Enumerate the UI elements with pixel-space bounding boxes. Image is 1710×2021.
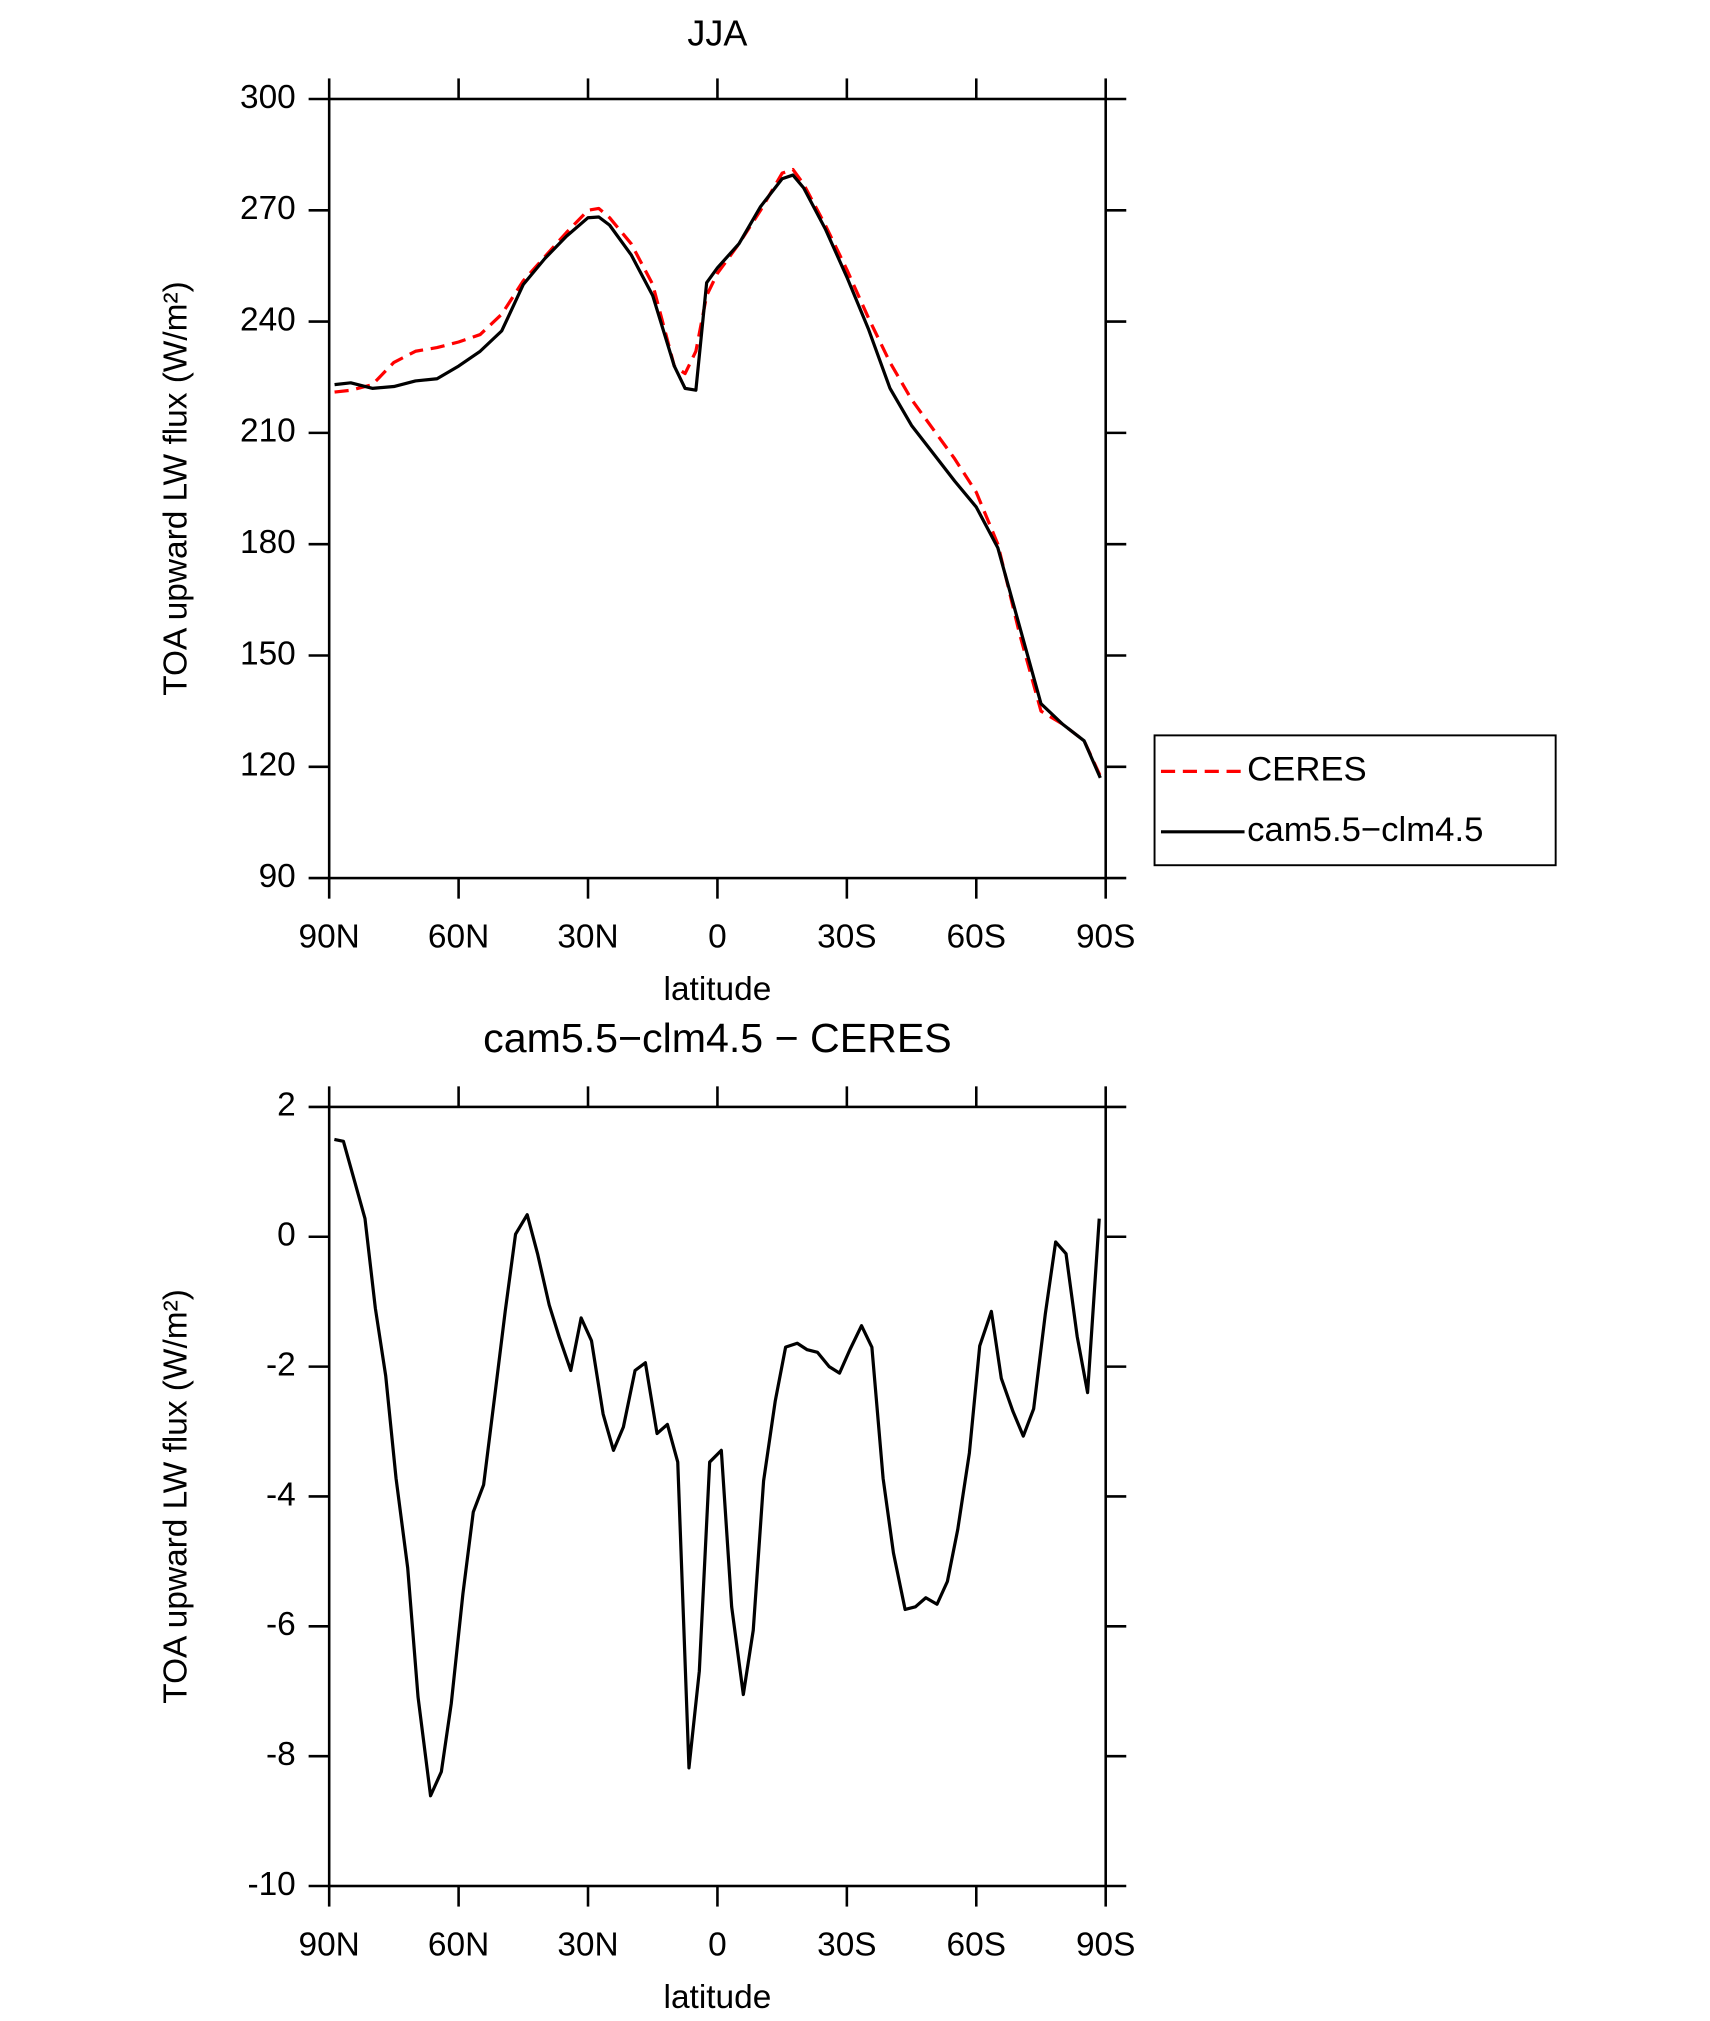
data-line (334, 173, 1102, 779)
x-tick-label: 0 (708, 918, 727, 955)
x-axis-label: latitude (664, 1979, 772, 2016)
x-tick-label: 30N (557, 1926, 618, 1963)
y-tick-label: 180 (240, 524, 296, 561)
x-tick-label: 30N (557, 918, 618, 955)
y-tick-label: 300 (240, 79, 296, 116)
y-tick-label: -10 (247, 1866, 295, 1903)
y-tick-label: -2 (266, 1346, 296, 1383)
y-tick-label: -6 (266, 1606, 296, 1643)
legend-label: CERES (1247, 751, 1367, 789)
y-tick-label: 210 (240, 413, 296, 450)
x-tick-label: 90S (1076, 1926, 1135, 1963)
legend-box (1153, 734, 1557, 867)
x-tick-label: 90S (1076, 918, 1135, 955)
plot-frame (327, 97, 1107, 880)
x-tick-label: 30S (817, 918, 876, 955)
x-tick-label: 0 (708, 1926, 727, 1963)
y-tick-label: 150 (240, 635, 296, 672)
y-tick-label: -8 (266, 1736, 296, 1773)
x-axis-label: latitude (664, 971, 772, 1008)
legend-label: cam5.5−clm4.5 (1247, 811, 1483, 849)
y-tick-label: -4 (266, 1476, 296, 1513)
x-tick-label: 60S (947, 1926, 1006, 1963)
plot-frame (327, 1105, 1107, 1888)
x-tick-label: 60N (428, 1926, 489, 1963)
y-tick-label: 120 (240, 747, 296, 784)
x-tick-label: 60S (947, 918, 1006, 955)
chart-title: cam5.5−clm4.5 − CERES (483, 1015, 952, 1061)
x-tick-label: 90N (299, 1926, 360, 1963)
y-tick-label: 240 (240, 301, 296, 338)
data-line (334, 167, 1102, 777)
y-tick-label: 270 (240, 190, 296, 227)
x-tick-label: 60N (428, 918, 489, 955)
y-axis-label: TOA upward LW flux (W/m²) (157, 281, 194, 696)
x-tick-label: 30S (817, 1926, 876, 1963)
chart-title: JJA (687, 12, 747, 53)
y-tick-label: 0 (277, 1217, 296, 1254)
data-line (334, 1137, 1101, 1798)
y-tick-label: 2 (277, 1087, 296, 1124)
y-tick-label: 90 (259, 858, 296, 895)
y-axis-label: TOA upward LW flux (W/m²) (157, 1289, 194, 1704)
x-tick-label: 90N (299, 918, 360, 955)
